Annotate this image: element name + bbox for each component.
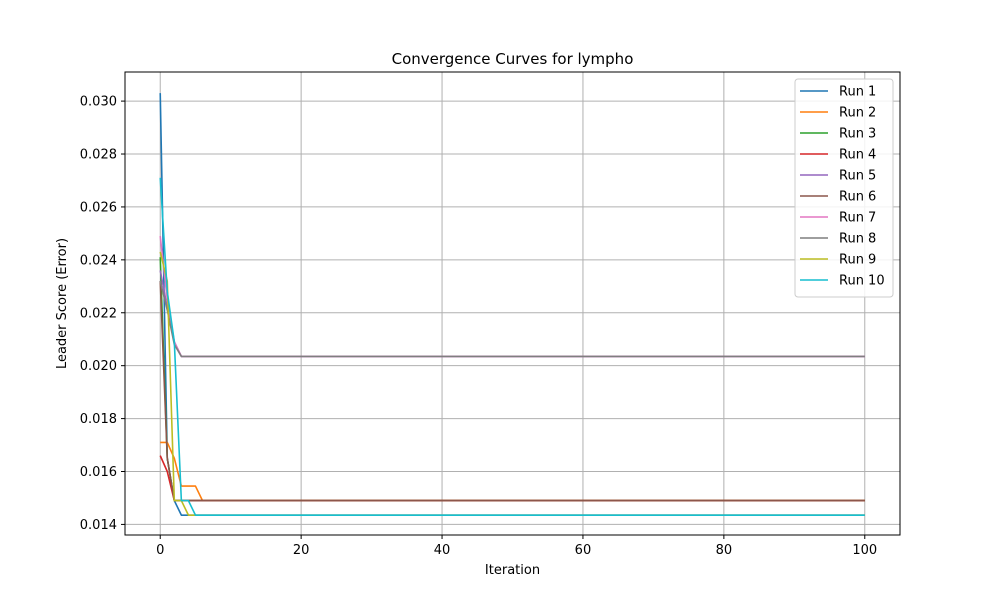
grid-layer xyxy=(125,72,900,535)
y-tick-label: 0.020 xyxy=(80,359,117,374)
legend-label: Run 10 xyxy=(839,274,885,289)
series-layer xyxy=(159,93,865,516)
legend-label: Run 5 xyxy=(839,169,876,184)
x-tick-label: 20 xyxy=(293,543,310,558)
y-tick-label: 0.022 xyxy=(80,306,117,321)
legend-label: Run 6 xyxy=(839,190,876,205)
y-tick-label: 0.026 xyxy=(80,200,117,215)
series-line-run-10 xyxy=(159,177,865,516)
legend-label: Run 9 xyxy=(839,253,876,268)
series-line-run-6 xyxy=(159,280,865,502)
x-axis-label: Iteration xyxy=(485,563,540,578)
legend: Run 1 Run 2 Run 3 Run 4 Run 5 Run 6 Run 7 Run 8… xyxy=(794,78,894,298)
y-tick-label: 0.024 xyxy=(80,253,117,268)
legend-label: Run 1 xyxy=(839,85,876,100)
x-tick-label: 80 xyxy=(716,543,733,558)
chart-title: Convergence Curves for lympho xyxy=(392,50,634,68)
tick-layer: 0 20 40 60 80 100 0.014 0.016 0.018 0.020 0.022 0.0… xyxy=(80,95,877,558)
y-axis-label: Leader Score (Error) xyxy=(55,238,70,369)
x-tick-label: 40 xyxy=(434,543,451,558)
legend-label: Run 8 xyxy=(839,232,876,247)
legend-label: Run 3 xyxy=(839,127,876,142)
legend-label: Run 2 xyxy=(839,106,876,121)
x-tick-label: 100 xyxy=(852,543,877,558)
y-tick-label: 0.028 xyxy=(80,148,117,163)
legend-label: Run 7 xyxy=(839,211,876,226)
y-tick-label: 0.016 xyxy=(80,465,117,480)
x-tick-label: 60 xyxy=(575,543,592,558)
plot-frame xyxy=(124,71,901,536)
x-tick-label: 0 xyxy=(156,543,164,558)
legend-label: Run 4 xyxy=(839,148,876,163)
y-tick-label: 0.030 xyxy=(80,95,117,110)
y-tick-label: 0.014 xyxy=(80,518,117,533)
y-tick-label: 0.018 xyxy=(80,412,117,427)
